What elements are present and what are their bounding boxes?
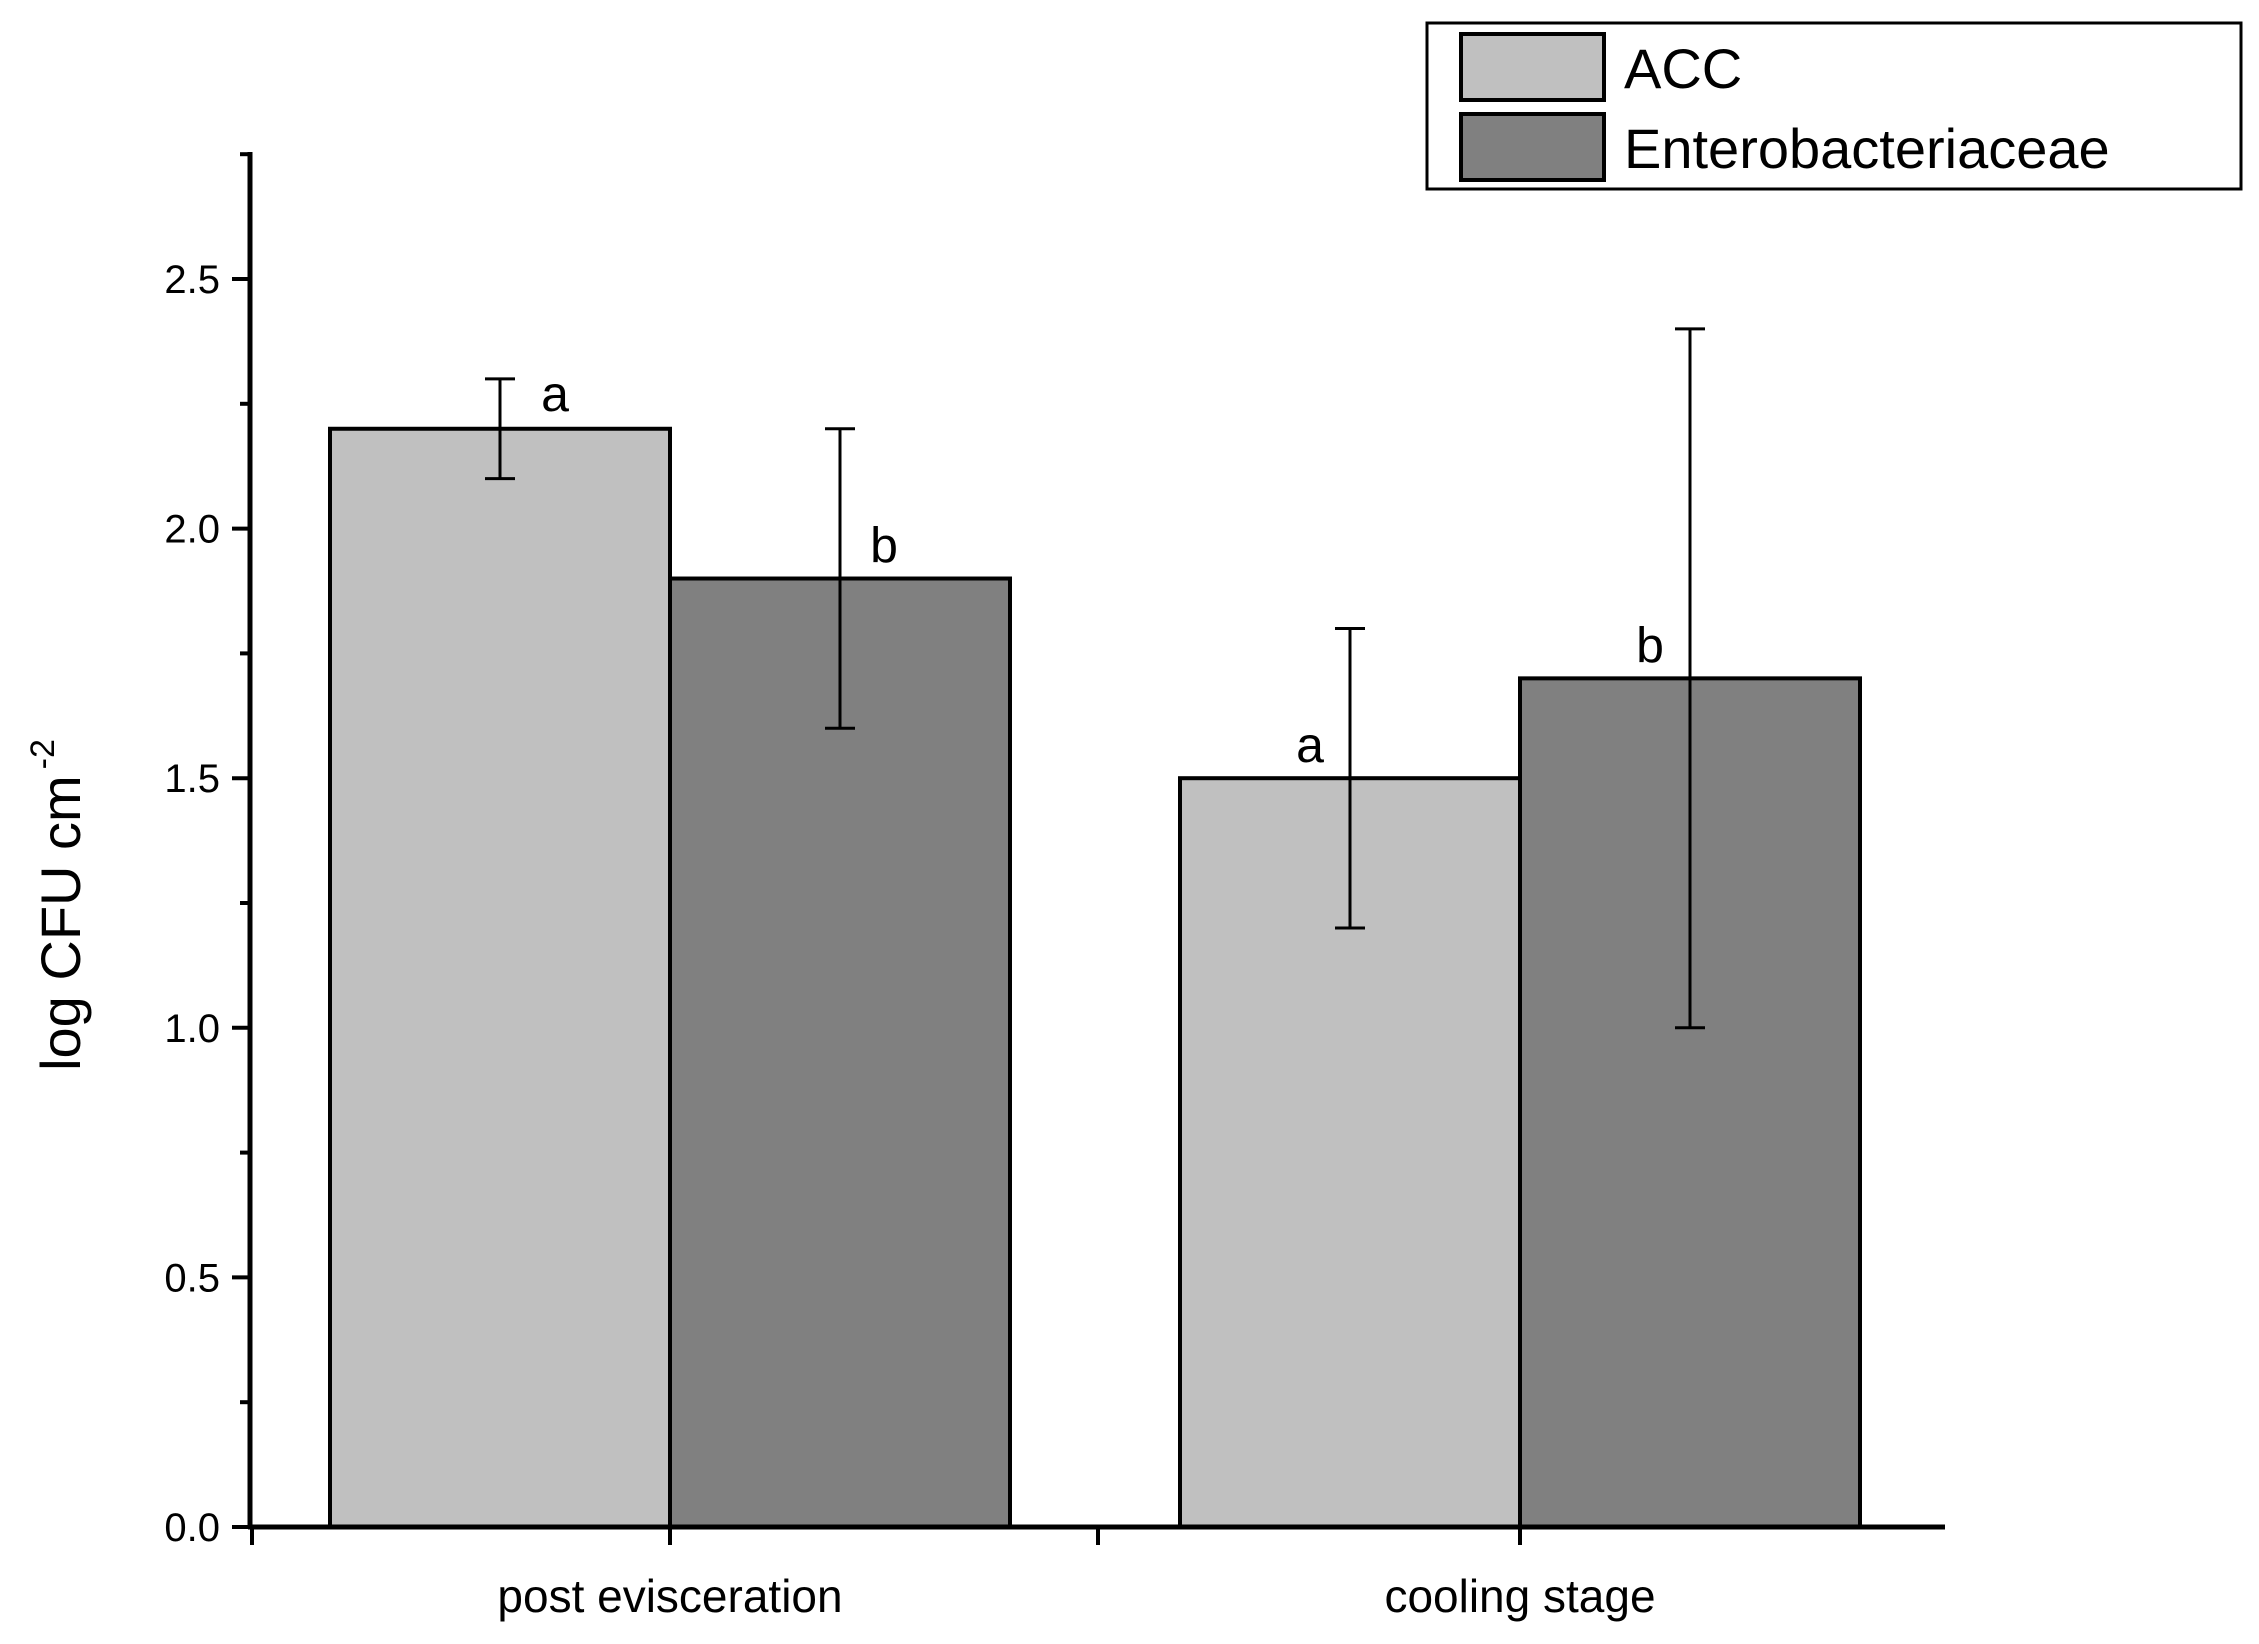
significance-labels-layer: a a b b (541, 366, 1664, 773)
legend-swatch-enterobacteriaceae (1459, 112, 1606, 182)
y-tick-label: 2.5 (164, 258, 220, 302)
y-tick-label: 2.0 (164, 508, 220, 552)
legend-swatch-acc (1459, 32, 1606, 102)
x-category-label: cooling stage (1384, 1570, 1655, 1622)
significance-label: a (1296, 717, 1324, 773)
y-ticks-layer: 0.0 0.5 1.0 1.5 2.0 2.5 (164, 152, 250, 1550)
y-axis-title-superscript: -2 (24, 739, 62, 769)
significance-label: a (541, 366, 569, 422)
y-axis-title: log CFU cm -2 (24, 739, 92, 1071)
y-axis-title-text: log CFU cm (29, 775, 92, 1071)
error-bars-layer (485, 327, 1705, 1030)
legend-label-enterobacteriaceae: Enterobacteriaceae (1624, 117, 2110, 180)
bar-enterobacteriaceae (668, 576, 1012, 1529)
y-tick-label: 1.0 (164, 1007, 220, 1051)
y-tick-label: 0.0 (164, 1506, 220, 1550)
bar-acc (328, 426, 672, 1529)
legend: ACC Enterobacteriaceae (1425, 21, 2243, 191)
y-tick-label: 0.5 (164, 1256, 220, 1300)
x-ticks-layer: post evisceration cooling stage (250, 1527, 1656, 1622)
y-tick-label: 1.5 (164, 757, 220, 801)
x-category-label: post evisceration (497, 1570, 842, 1622)
legend-label-acc: ACC (1624, 37, 1742, 100)
bars-layer (328, 426, 1862, 1529)
significance-label: b (870, 518, 898, 574)
significance-label: b (1636, 617, 1664, 673)
